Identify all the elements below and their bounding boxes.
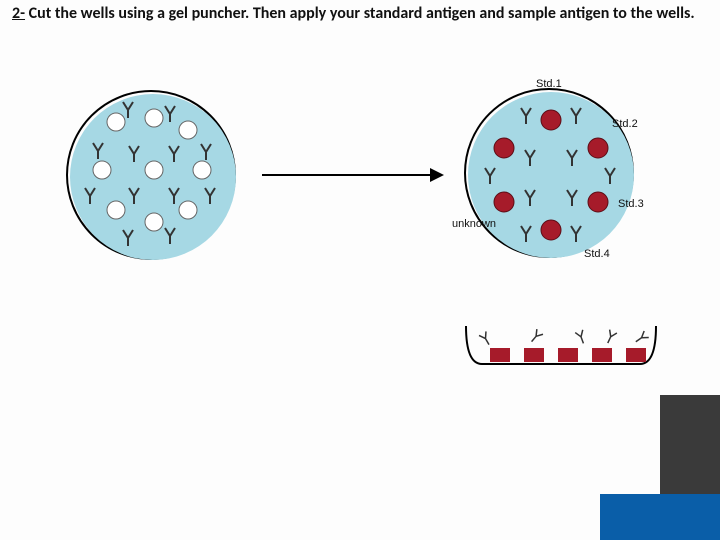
sideview-svg xyxy=(462,322,660,368)
petri-left-svg xyxy=(68,92,238,262)
label-unknown: unknown xyxy=(452,218,496,230)
step-body: Cut the wells using a gel puncher. Then … xyxy=(29,4,695,23)
side-wells xyxy=(490,348,646,362)
decor-blue-bar xyxy=(600,494,720,540)
step-number: 2- xyxy=(12,4,25,23)
label-std1: Std.1 xyxy=(536,78,562,90)
petri-dish-empty-wells xyxy=(66,90,236,260)
label-std3: Std.3 xyxy=(618,198,644,210)
petri-right-svg xyxy=(466,90,636,260)
side-antibodies xyxy=(479,329,649,347)
gel-side-view xyxy=(462,322,660,368)
petri-dish-filled-wells: Std.1 Std.2 Std.3 Std.4 unknown xyxy=(464,88,634,258)
step-instruction: 2- Cut the wells using a gel puncher. Th… xyxy=(12,4,708,24)
arrow-icon xyxy=(262,174,442,176)
label-std4: Std.4 xyxy=(584,248,610,260)
diagram-area: Std.1 Std.2 Std.3 Std.4 unknown xyxy=(0,60,720,390)
label-std2: Std.2 xyxy=(612,118,638,130)
